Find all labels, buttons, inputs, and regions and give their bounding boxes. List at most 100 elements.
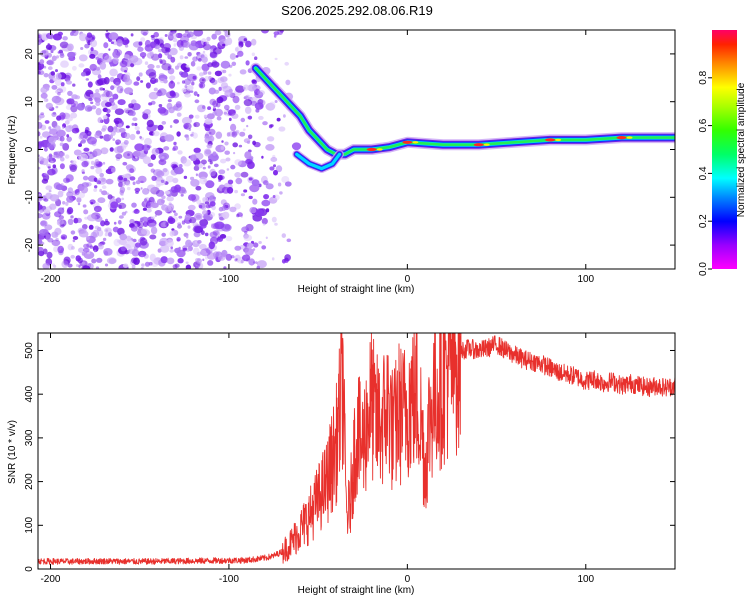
signal-peak bbox=[545, 138, 556, 142]
noise-speck bbox=[94, 249, 97, 253]
noise-speck bbox=[42, 263, 50, 269]
x-tick-label: 100 bbox=[577, 274, 594, 285]
noise-speck bbox=[225, 157, 231, 162]
noise-speck bbox=[283, 114, 286, 118]
noise-speck bbox=[80, 186, 89, 194]
noise-speck bbox=[133, 209, 140, 214]
signal-peak bbox=[402, 140, 413, 144]
noise-speck bbox=[140, 217, 144, 222]
noise-speck bbox=[175, 65, 179, 70]
noise-speck bbox=[266, 136, 275, 142]
noise-speck bbox=[131, 122, 135, 126]
noise-speck bbox=[229, 206, 237, 213]
noise-speck bbox=[164, 34, 168, 37]
noise-speck bbox=[180, 193, 184, 197]
noise-speck bbox=[66, 196, 73, 203]
noise-speck bbox=[193, 30, 204, 37]
noise-speck bbox=[112, 94, 116, 98]
noise-speck bbox=[89, 94, 94, 97]
noise-speck bbox=[169, 230, 175, 237]
noise-speck bbox=[163, 146, 170, 151]
noise-speck bbox=[132, 117, 138, 122]
noise-speck bbox=[218, 169, 226, 175]
noise-speck bbox=[194, 240, 198, 244]
noise-speck bbox=[57, 190, 64, 198]
noise-speck bbox=[221, 186, 230, 194]
noise-speck bbox=[81, 171, 85, 175]
noise-speck bbox=[185, 64, 190, 68]
noise-speck bbox=[230, 123, 237, 132]
noise-speck bbox=[123, 151, 134, 159]
noise-speck bbox=[59, 151, 66, 157]
noise-speck bbox=[105, 229, 109, 232]
noise-speck bbox=[150, 77, 157, 84]
noise-speck bbox=[97, 243, 104, 250]
noise-speck bbox=[115, 120, 120, 125]
noise-speck bbox=[56, 115, 62, 121]
noise-speck bbox=[108, 97, 115, 103]
noise-speck bbox=[157, 106, 167, 114]
noise-speck bbox=[123, 87, 134, 95]
noise-speck bbox=[235, 177, 243, 185]
noise-speck bbox=[201, 56, 208, 63]
noise-speck bbox=[55, 96, 59, 100]
noise-speck bbox=[200, 248, 211, 257]
noise-speck bbox=[117, 227, 125, 236]
noise-speck bbox=[231, 61, 237, 66]
noise-speck bbox=[97, 197, 106, 204]
noise-speck bbox=[206, 113, 215, 120]
noise-speck bbox=[71, 127, 80, 134]
noise-speck bbox=[40, 124, 47, 131]
noise-speck bbox=[83, 147, 90, 152]
noise-speck bbox=[155, 189, 165, 197]
noise-speck bbox=[83, 243, 90, 249]
noise-speck bbox=[129, 176, 136, 181]
noise-speck bbox=[100, 147, 109, 155]
noise-speck bbox=[116, 85, 124, 94]
noise-speck bbox=[281, 233, 286, 239]
noise-speck bbox=[103, 42, 109, 49]
noise-speck bbox=[228, 73, 232, 77]
noise-speck bbox=[53, 151, 58, 156]
noise-speck bbox=[177, 81, 180, 85]
noise-speck bbox=[224, 89, 232, 98]
noise-speck bbox=[177, 258, 184, 264]
noise-speck bbox=[156, 65, 161, 69]
noise-speck bbox=[138, 72, 143, 77]
noise-speck bbox=[95, 101, 101, 107]
noise-speck bbox=[255, 261, 258, 264]
colorbar-label: Normalized spectral amplitude bbox=[736, 82, 747, 217]
noise-speck bbox=[265, 144, 275, 151]
noise-speck bbox=[38, 34, 41, 39]
noise-speck bbox=[54, 211, 62, 218]
noise-speck bbox=[89, 63, 98, 71]
noise-speck bbox=[41, 173, 47, 178]
snr-line bbox=[38, 333, 675, 565]
noise-speck bbox=[234, 47, 239, 52]
noise-speck bbox=[273, 169, 278, 176]
noise-speck bbox=[249, 184, 260, 193]
noise-speck bbox=[265, 183, 274, 190]
noise-speck bbox=[220, 145, 225, 150]
noise-speck bbox=[153, 87, 158, 92]
noise-speck bbox=[168, 80, 176, 89]
noise-speck bbox=[193, 147, 201, 153]
colorbar-tick-label: 0.2 bbox=[698, 214, 709, 228]
noise-speck bbox=[175, 32, 183, 39]
noise-speck bbox=[140, 266, 144, 269]
noise-speck bbox=[97, 117, 103, 124]
noise-speck bbox=[124, 70, 128, 73]
noise-speck bbox=[205, 41, 209, 45]
noise-speck bbox=[254, 88, 260, 96]
noise-speck bbox=[107, 231, 113, 237]
noise-speck bbox=[149, 51, 154, 57]
noise-speck bbox=[165, 175, 174, 183]
noise-speck bbox=[127, 248, 136, 254]
noise-speck bbox=[209, 231, 218, 238]
noise-speck bbox=[192, 75, 197, 80]
noise-speck bbox=[89, 39, 98, 48]
noise-speck bbox=[235, 129, 240, 134]
noise-speck bbox=[224, 104, 230, 111]
noise-speck bbox=[55, 184, 64, 191]
noise-speck bbox=[206, 144, 213, 149]
